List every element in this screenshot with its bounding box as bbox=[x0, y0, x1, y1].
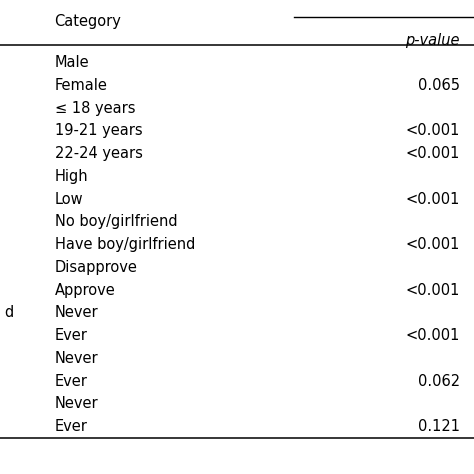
Text: <0.001: <0.001 bbox=[405, 283, 460, 298]
Text: Category: Category bbox=[55, 14, 121, 29]
Text: <0.001: <0.001 bbox=[405, 146, 460, 161]
Text: 0.121: 0.121 bbox=[418, 419, 460, 434]
Text: <0.001: <0.001 bbox=[405, 191, 460, 207]
Text: <0.001: <0.001 bbox=[405, 237, 460, 252]
Text: Female: Female bbox=[55, 78, 108, 93]
Text: ≤ 18 years: ≤ 18 years bbox=[55, 100, 135, 116]
Text: High: High bbox=[55, 169, 88, 184]
Text: 0.065: 0.065 bbox=[418, 78, 460, 93]
Text: Ever: Ever bbox=[55, 374, 87, 389]
Text: Never: Never bbox=[55, 396, 98, 411]
Text: Male: Male bbox=[55, 55, 89, 70]
Text: Approve: Approve bbox=[55, 283, 115, 298]
Text: Disapprove: Disapprove bbox=[55, 260, 137, 275]
Text: <0.001: <0.001 bbox=[405, 123, 460, 138]
Text: 22-24 years: 22-24 years bbox=[55, 146, 142, 161]
Text: p-value: p-value bbox=[405, 33, 460, 48]
Text: Have boy/girlfriend: Have boy/girlfriend bbox=[55, 237, 195, 252]
Text: Ever: Ever bbox=[55, 328, 87, 343]
Text: Low: Low bbox=[55, 191, 83, 207]
Text: 19-21 years: 19-21 years bbox=[55, 123, 142, 138]
Text: Never: Never bbox=[55, 351, 98, 366]
Text: d: d bbox=[5, 305, 14, 320]
Text: 0.062: 0.062 bbox=[418, 374, 460, 389]
Text: No boy/girlfriend: No boy/girlfriend bbox=[55, 214, 177, 229]
Text: Ever: Ever bbox=[55, 419, 87, 434]
Text: Never: Never bbox=[55, 305, 98, 320]
Text: <0.001: <0.001 bbox=[405, 328, 460, 343]
